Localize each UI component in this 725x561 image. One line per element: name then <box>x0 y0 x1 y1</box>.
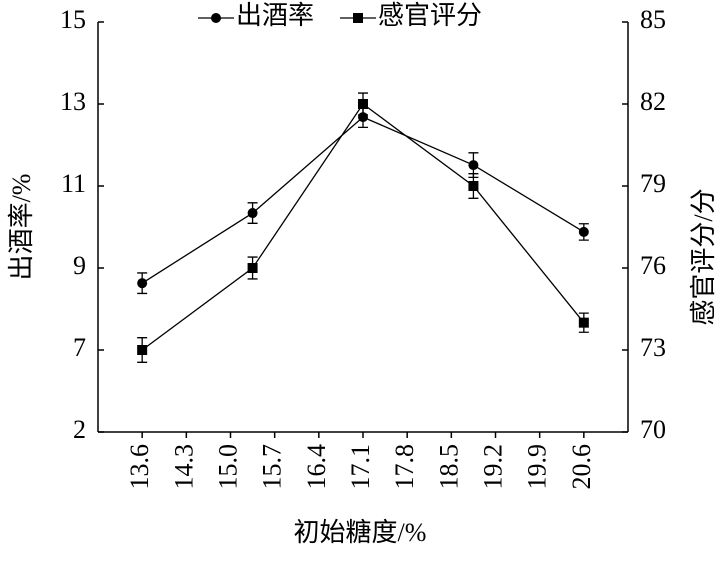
legend-marker <box>353 13 363 23</box>
y2-tick-label: 73 <box>640 333 666 362</box>
x-tick-label: 15.0 <box>213 444 242 490</box>
y2-tick-label: 79 <box>640 169 666 198</box>
y-axis-label: 出酒率/% <box>7 174 36 281</box>
data-point <box>247 263 258 273</box>
x-tick-label: 16.4 <box>302 444 331 490</box>
y-tick-label: 11 <box>61 169 86 198</box>
data-point <box>578 226 589 237</box>
x-tick-label: 19.9 <box>523 444 552 490</box>
y-tick-label: 13 <box>60 87 86 116</box>
x-tick-label: 13.6 <box>125 444 154 490</box>
x-tick-label: 17.8 <box>390 444 419 490</box>
y2-tick-label: 85 <box>640 5 666 34</box>
data-point <box>468 181 479 191</box>
x-tick-label: 18.5 <box>434 444 463 490</box>
data-point <box>578 317 589 328</box>
y2-axis-label: 感官评分/分 <box>689 188 718 325</box>
data-point <box>247 208 258 219</box>
legend-label: 出酒率 <box>236 1 314 30</box>
y2-tick-label: 76 <box>640 251 666 280</box>
y2-tick-label: 82 <box>640 87 666 116</box>
y-tick-label: 2 <box>73 415 86 444</box>
y2-tick-label: 70 <box>640 415 666 444</box>
y-tick-label: 9 <box>73 251 86 280</box>
legend-marker <box>211 13 221 23</box>
series-line <box>141 103 585 351</box>
y-tick-label: 15 <box>60 5 86 34</box>
data-point <box>137 278 148 289</box>
data-point <box>468 160 479 171</box>
x-tick-label: 15.7 <box>258 444 287 490</box>
legend-label: 感官评分 <box>378 1 482 30</box>
x-tick-label: 17.1 <box>346 444 375 490</box>
x-tick-label: 20.6 <box>567 444 596 490</box>
x-axis-label: 初始糖度/% <box>294 518 427 547</box>
y-tick-label: 7 <box>73 333 86 362</box>
data-point <box>358 99 368 109</box>
data-point <box>137 345 148 355</box>
x-tick-label: 19.2 <box>478 444 507 490</box>
series-line <box>141 116 585 284</box>
x-tick-label: 14.3 <box>169 444 198 490</box>
